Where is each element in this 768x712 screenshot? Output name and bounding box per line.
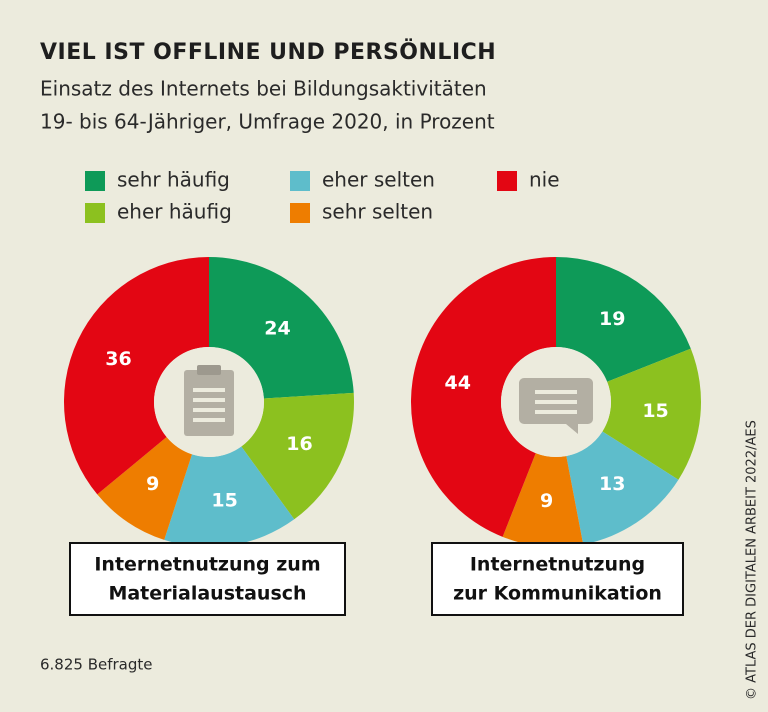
pie-wedge bbox=[502, 453, 584, 547]
icon-part bbox=[184, 370, 234, 436]
icon-part bbox=[193, 418, 225, 422]
title: VIEL IST OFFLINE UND PERSÖNLICH bbox=[40, 39, 496, 65]
data-label: 9 bbox=[146, 473, 159, 495]
pie-wedge bbox=[241, 392, 354, 520]
data-label: 44 bbox=[445, 372, 471, 394]
legend-swatch bbox=[497, 171, 517, 191]
chart-title: zur Kommunikation bbox=[453, 583, 662, 605]
note: 6.825 Befragte bbox=[40, 656, 153, 674]
subtitle: 19- bis 64-Jähriger, Umfrage 2020, in Pr… bbox=[40, 110, 495, 134]
clipboard-icon bbox=[184, 365, 234, 436]
icon-part bbox=[193, 398, 225, 402]
legend-label: nie bbox=[529, 168, 560, 192]
pie-wedge bbox=[63, 257, 209, 495]
data-label: 15 bbox=[211, 489, 237, 511]
legend-label: eher selten bbox=[322, 168, 435, 192]
pie-wedge bbox=[97, 437, 193, 540]
pie-wedge bbox=[602, 348, 701, 480]
legend-swatch bbox=[290, 171, 310, 191]
pie-wedge bbox=[556, 257, 691, 382]
data-label: 24 bbox=[264, 318, 290, 340]
data-label: 36 bbox=[105, 348, 131, 370]
subtitle: Einsatz des Internets bei Bildungsaktivi… bbox=[40, 77, 487, 101]
chart-title: Internetnutzung zum bbox=[94, 554, 320, 576]
icon-part bbox=[193, 408, 225, 412]
legend-label: sehr selten bbox=[322, 200, 433, 224]
data-label: 15 bbox=[642, 400, 668, 422]
legend-label: sehr häufig bbox=[117, 168, 230, 192]
icon-part bbox=[535, 410, 577, 414]
legend-swatch bbox=[85, 171, 105, 191]
speech-icon bbox=[519, 378, 593, 434]
legend-label: eher häufig bbox=[117, 200, 232, 224]
pie-wedge bbox=[410, 257, 556, 537]
pie-wedge bbox=[209, 257, 354, 399]
legend-swatch bbox=[85, 203, 105, 223]
chart-title-box bbox=[69, 542, 346, 616]
chart-title-box bbox=[431, 542, 684, 616]
icon-part bbox=[193, 388, 225, 392]
icon-part bbox=[535, 400, 577, 404]
icon-part bbox=[197, 365, 221, 375]
data-label: 19 bbox=[599, 308, 625, 330]
chart-title: Materialaustausch bbox=[108, 583, 306, 605]
source: © ATLAS DER DIGITALEN ARBEIT 2022/AES bbox=[745, 420, 760, 700]
pie-wedge bbox=[566, 431, 679, 545]
legend-swatch bbox=[290, 203, 310, 223]
data-label: 9 bbox=[540, 490, 553, 512]
data-label: 16 bbox=[286, 433, 312, 455]
pie-wedge bbox=[164, 446, 295, 547]
data-label: 13 bbox=[599, 473, 625, 495]
icon-part bbox=[535, 390, 577, 394]
chart-title: Internetnutzung bbox=[470, 554, 645, 576]
